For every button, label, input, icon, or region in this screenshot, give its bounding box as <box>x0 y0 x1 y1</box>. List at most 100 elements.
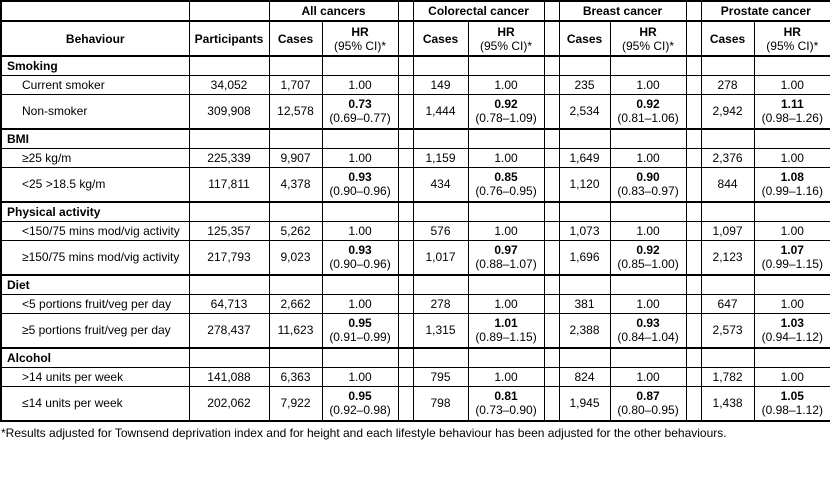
empty-cell <box>188 347 270 368</box>
hr-cell-prostate: 1.05 (0.98–1.12) <box>753 385 830 422</box>
spacer-cell <box>397 239 414 276</box>
spacer-cell <box>685 347 702 368</box>
data-row: ≤14 units per week 202,062 7,922 0.95 (0.92–… <box>0 385 830 422</box>
hr-value: 1.00 <box>348 77 372 92</box>
spacer-cell <box>397 166 414 203</box>
hr-cell-breast: 1.00 <box>609 74 687 95</box>
spacer-cell <box>543 312 560 349</box>
hr-ci: (0.98–1.12) <box>761 403 823 418</box>
hr-cell-all: 0.93 (0.90–0.96) <box>321 166 399 203</box>
group-header-all-cancers: All cancers <box>268 0 399 22</box>
empty-cell <box>609 347 687 368</box>
data-row: Current smoker 34,052 1,707 1.00 149 1.00 235 1… <box>0 74 830 95</box>
spacer-cell <box>397 0 414 22</box>
empty-cell <box>558 128 611 149</box>
behaviour-cell: ≥5 portions fruit/veg per day <box>0 312 190 349</box>
hr-cell-breast: 1.00 <box>609 147 687 168</box>
spacer-cell <box>685 20 702 57</box>
cases-cell-colorectal: 1,315 <box>412 312 469 349</box>
hr-value: 1.00 <box>780 150 804 165</box>
spacer-cell <box>543 0 560 22</box>
behaviour-cell: Current smoker <box>0 74 190 95</box>
cases-cell-prostate: 844 <box>700 166 755 203</box>
hr-ci: (0.92–0.98) <box>329 403 391 418</box>
empty-cell <box>321 274 399 295</box>
cases-cell-prostate: 1,782 <box>700 366 755 387</box>
data-row: ≥5 portions fruit/veg per day 278,437 11,6… <box>0 312 830 349</box>
spacer-cell <box>397 93 414 130</box>
spacer-cell <box>543 239 560 276</box>
cases-cell-colorectal: 1,159 <box>412 147 469 168</box>
hr-ci: (0.85–1.00) <box>617 257 679 272</box>
hr-value: 1.00 <box>494 223 518 238</box>
data-row: <25 >18.5 kg/m 117,811 4,378 0.93 (0.90–0.96… <box>0 166 830 203</box>
section-label: Alcohol <box>0 347 190 368</box>
hr-cell-prostate: 1.11 (0.98–1.26) <box>753 93 830 130</box>
empty-cell <box>321 347 399 368</box>
hr-value: 1.07 <box>780 243 804 258</box>
section-header-row: Smoking <box>0 55 830 76</box>
participants-cell: 225,339 <box>188 147 270 168</box>
cases-cell-all: 6,363 <box>268 366 323 387</box>
hr-cell-colorectal: 0.81 (0.73–0.90) <box>467 385 545 422</box>
hr-value: 1.00 <box>780 77 804 92</box>
participants-cell: 278,437 <box>188 312 270 349</box>
hr-cell-breast: 1.00 <box>609 293 687 314</box>
hr-cell-prostate: 1.03 (0.94–1.12) <box>753 312 830 349</box>
spacer-cell <box>543 293 560 314</box>
participants-cell: 309,908 <box>188 93 270 130</box>
participants-cell: 217,793 <box>188 239 270 276</box>
empty-cell <box>268 55 323 76</box>
section-label: BMI <box>0 128 190 149</box>
hr-cell-prostate: 1.00 <box>753 366 830 387</box>
empty-cell <box>268 128 323 149</box>
cases-cell-all: 11,623 <box>268 312 323 349</box>
participants-cell: 202,062 <box>188 385 270 422</box>
cases-cell-prostate: 2,942 <box>700 93 755 130</box>
cases-cell-prostate: 2,573 <box>700 312 755 349</box>
hr-value: 1.00 <box>780 369 804 384</box>
cases-cell-breast: 1,945 <box>558 385 611 422</box>
hr-ci: (0.81–1.06) <box>617 111 679 126</box>
spacer-cell <box>685 147 702 168</box>
hr-cell-colorectal: 1.00 <box>467 147 545 168</box>
column-header-hr: HR (95% CI)* <box>753 20 830 57</box>
spacer-cell <box>685 201 702 222</box>
hr-ci: (0.98–1.26) <box>761 111 823 126</box>
data-row: ≥25 kg/m 225,339 9,907 1.00 1,159 1.00 1,649 1.… <box>0 147 830 168</box>
cases-cell-colorectal: 1,444 <box>412 93 469 130</box>
hr-value: 1.00 <box>494 296 518 311</box>
hr-ci: (0.78–1.09) <box>475 111 537 126</box>
cases-cell-breast: 235 <box>558 74 611 95</box>
empty-cell <box>558 347 611 368</box>
cases-cell-all: 1,707 <box>268 74 323 95</box>
section-label: Diet <box>0 274 190 295</box>
spacer-cell <box>543 128 560 149</box>
spacer-cell <box>543 74 560 95</box>
participants-cell: 34,052 <box>188 74 270 95</box>
hr-value: 0.92 <box>494 97 518 112</box>
hr-ci: (0.88–1.07) <box>475 257 537 272</box>
column-header-hr: HR (95% CI)* <box>467 20 545 57</box>
spacer-cell <box>685 220 702 241</box>
spacer-cell <box>397 366 414 387</box>
hr-value: 1.00 <box>494 77 518 92</box>
empty-cell <box>268 201 323 222</box>
hr-value: 0.73 <box>348 97 372 112</box>
cases-cell-prostate: 1,438 <box>700 385 755 422</box>
cases-cell-all: 4,378 <box>268 166 323 203</box>
empty-cell <box>558 201 611 222</box>
hr-cell-colorectal: 1.01 (0.89–1.15) <box>467 312 545 349</box>
hr-value: 1.00 <box>494 150 518 165</box>
behaviour-cell: >14 units per week <box>0 366 190 387</box>
page: All cancers Colorectal cancer Breast can… <box>0 0 830 440</box>
empty-cell <box>609 201 687 222</box>
cases-cell-breast: 2,388 <box>558 312 611 349</box>
cases-cell-colorectal: 278 <box>412 293 469 314</box>
hr-value: 0.85 <box>494 170 518 185</box>
empty-cell <box>558 55 611 76</box>
hr-value: 1.11 <box>780 97 804 112</box>
participants-cell: 117,811 <box>188 166 270 203</box>
data-row: <150/75 mins mod/vig activity 125,357 5,26… <box>0 220 830 241</box>
hr-ci: (0.99–1.15) <box>761 257 823 272</box>
